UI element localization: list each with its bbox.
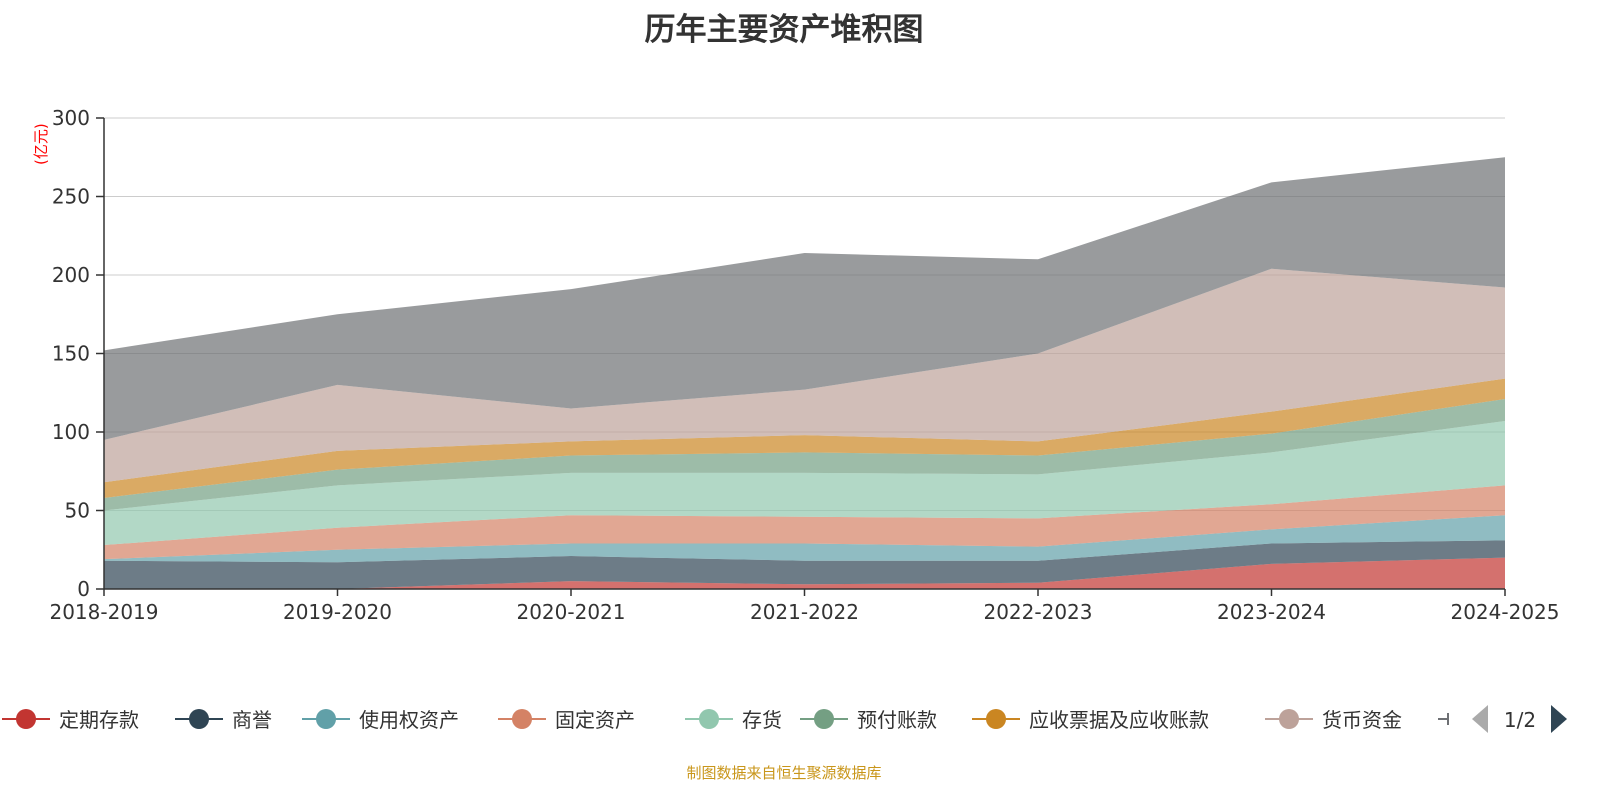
y-tick-label: 50 <box>65 499 90 523</box>
y-tick-label: 100 <box>52 420 90 444</box>
legend-prev-page-icon[interactable] <box>1472 705 1488 733</box>
legend-label: 商誉 <box>232 708 272 732</box>
legend-item[interactable]: 定期存款 <box>2 708 139 732</box>
legend-marker-icon <box>316 709 336 729</box>
legend-item[interactable]: 存货 <box>685 708 782 732</box>
y-tick-label: 300 <box>52 106 90 130</box>
legend-marker-icon <box>986 709 1006 729</box>
legend-label: 存货 <box>742 708 782 732</box>
y-tick-label: 150 <box>52 342 90 366</box>
x-tick-label: 2018-2019 <box>49 600 158 624</box>
x-tick-label: 2024-2025 <box>1450 600 1559 624</box>
area-预付账款 <box>104 399 1505 511</box>
area-series-group <box>104 157 1505 589</box>
y-tick-label: 250 <box>52 185 90 209</box>
area-货币资金 <box>104 268 1505 483</box>
legend-marker-icon <box>512 709 532 729</box>
legend-item[interactable] <box>1438 713 1449 725</box>
area-固定资产 <box>104 485 1505 560</box>
legend-marker-icon <box>189 709 209 729</box>
area-定期存款 <box>104 557 1505 589</box>
legend-label: 使用权资产 <box>359 708 459 732</box>
legend-label: 固定资产 <box>555 708 635 732</box>
legend-item[interactable]: 商誉 <box>175 708 272 732</box>
area-使用权资产 <box>104 515 1505 563</box>
area-商誉 <box>104 540 1505 589</box>
legend-marker-icon <box>1279 709 1299 729</box>
legend-item[interactable]: 货币资金 <box>1265 708 1402 732</box>
legend-marker-icon <box>16 709 36 729</box>
legend-item[interactable]: 应收票据及应收账款 <box>972 708 1209 732</box>
x-tick-label: 2022-2023 <box>983 600 1092 624</box>
x-tick-label: 2023-2024 <box>1217 600 1326 624</box>
x-tick-label: 2019-2020 <box>283 600 392 624</box>
data-source-note: 制图数据来自恒生聚源数据库 <box>686 764 882 782</box>
legend-label: 货币资金 <box>1322 708 1402 732</box>
area-存货 <box>104 421 1505 546</box>
legend-item[interactable]: 固定资产 <box>498 708 635 732</box>
area-series-9 <box>104 157 1505 440</box>
y-tick-label: 200 <box>52 263 90 287</box>
chart-title: 历年主要资产堆积图 <box>644 12 924 48</box>
x-tick-label: 2020-2021 <box>516 600 625 624</box>
legend-label: 预付账款 <box>857 708 937 732</box>
area-应收票据及应收账款 <box>104 378 1505 498</box>
legend-item[interactable]: 预付账款 <box>800 708 937 732</box>
legend-label: 定期存款 <box>59 708 139 732</box>
y-tick-label: 0 <box>77 577 90 601</box>
legend-marker-icon <box>699 709 719 729</box>
legend-next-page-icon[interactable] <box>1551 705 1567 733</box>
legend-marker-icon <box>814 709 834 729</box>
x-tick-label: 2021-2022 <box>750 600 859 624</box>
legend-page-indicator: 1/2 <box>1504 708 1536 732</box>
legend: 定期存款 商誉 使用权资产 固定资产 存货 预付账款 应收票据及应收账款 货币资金 1/2 <box>2 705 1567 733</box>
legend-item[interactable]: 使用权资产 <box>302 708 459 732</box>
legend-label: 应收票据及应收账款 <box>1029 708 1209 732</box>
